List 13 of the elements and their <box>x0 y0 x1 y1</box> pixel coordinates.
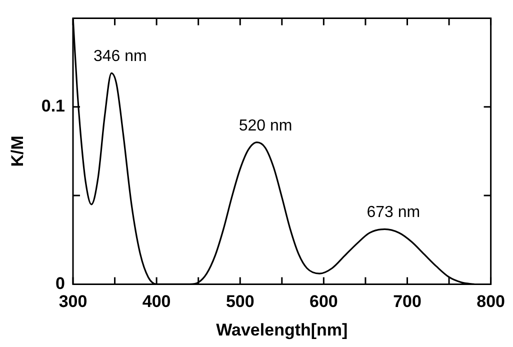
annotation: 346 nm <box>93 48 147 66</box>
annotation: 520 nm <box>238 117 292 134</box>
x-tick-label: 800 <box>476 292 506 312</box>
x-tick-label: 400 <box>142 292 171 312</box>
y-tick-label: 0.1 <box>41 96 65 116</box>
x-axis-title: Wavelength[nm] <box>216 320 348 340</box>
x-tick-label: 300 <box>58 292 88 312</box>
x-tick-label: 600 <box>310 292 338 312</box>
y-axis-title: K/M <box>8 136 27 167</box>
x-tick-label: 700 <box>393 292 422 312</box>
annotation: 673 nm <box>366 204 420 222</box>
x-tick-label: 500 <box>226 292 254 312</box>
y-tick-label: 0 <box>56 274 65 293</box>
